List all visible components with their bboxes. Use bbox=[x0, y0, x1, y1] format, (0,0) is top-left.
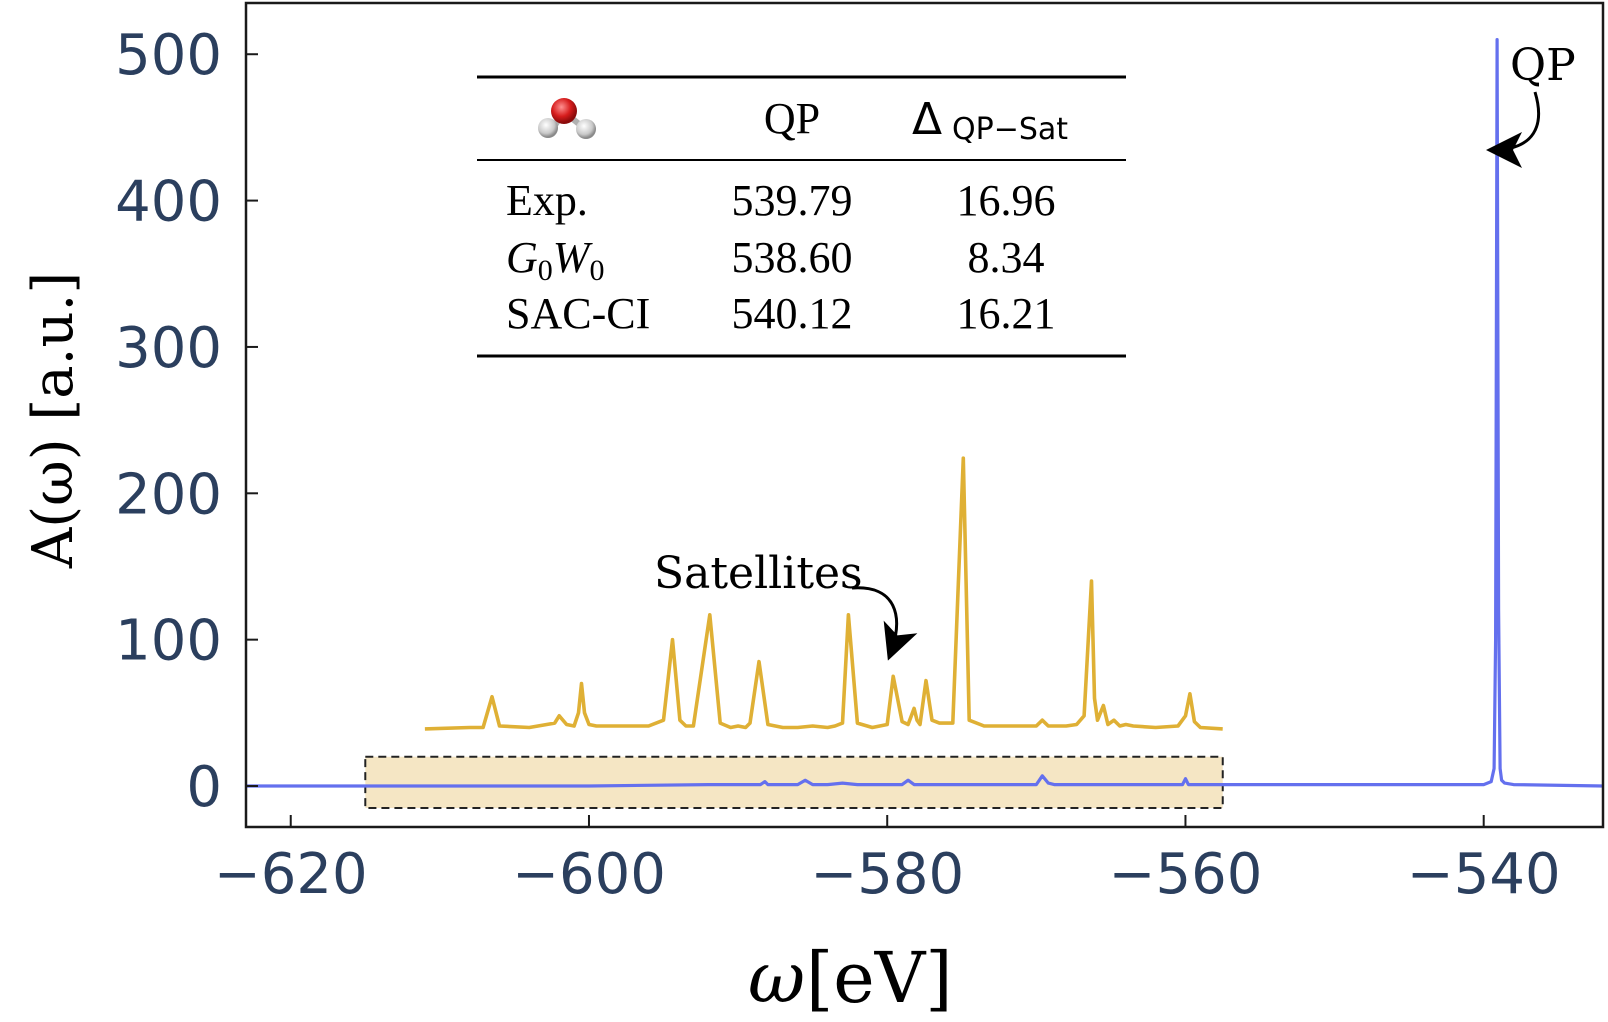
table-header-qp: QP bbox=[764, 94, 820, 143]
y-axis-label: A(ω) [a.u.] bbox=[21, 272, 86, 569]
x-tick-label: −600 bbox=[512, 842, 666, 907]
series-line-1 bbox=[424, 456, 1223, 731]
y-tick-label: 400 bbox=[115, 170, 222, 235]
qp-annotation-label: QP bbox=[1510, 40, 1576, 91]
table-row-method: G0W0 bbox=[506, 233, 604, 287]
x-tick-label: −620 bbox=[214, 842, 368, 907]
method-w: W bbox=[553, 233, 593, 282]
table-row-delta: 16.21 bbox=[957, 289, 1056, 338]
method-g-sub: 0 bbox=[538, 254, 553, 287]
method-w-sub: 0 bbox=[589, 254, 604, 287]
table-row-method: Exp. bbox=[506, 176, 588, 225]
satellites-annotation-arrow bbox=[851, 586, 918, 661]
y-tick-label: 300 bbox=[115, 316, 222, 381]
plot-frame bbox=[244, 1, 1605, 829]
y-tick-label: 100 bbox=[115, 609, 222, 674]
results-table: QP Δ QP−Sat Exp. 539.79 16.96 G0W0 538.6… bbox=[477, 75, 1126, 358]
table-row-qp: 538.60 bbox=[732, 233, 853, 282]
series-line-0 bbox=[246, 37, 1604, 788]
tick-layer: −620 −600 −580 −560 −540 0 100 200 300 400 500 bbox=[115, 23, 1561, 907]
water-molecule-icon bbox=[538, 98, 596, 139]
y-tick-label: 500 bbox=[115, 23, 222, 88]
x-axis-label-unit: [eV] bbox=[806, 937, 953, 1019]
x-tick-label: −560 bbox=[1109, 842, 1263, 907]
x-tick-label: −540 bbox=[1407, 842, 1561, 907]
table-header-delta: Δ bbox=[912, 94, 942, 145]
table-row-qp: 540.12 bbox=[732, 289, 853, 338]
method-g: G bbox=[506, 233, 538, 282]
x-tick-label: −580 bbox=[810, 842, 964, 907]
series-layer bbox=[246, 37, 1604, 788]
table-row-method: SAC-CI bbox=[506, 289, 650, 338]
y-tick-label: 0 bbox=[186, 755, 222, 820]
table-header-delta-subscript: QP−Sat bbox=[952, 112, 1068, 147]
satellites-annotation-label: Satellites bbox=[654, 548, 863, 599]
zoom-region-box bbox=[364, 755, 1224, 809]
table-row-qp: 539.79 bbox=[732, 176, 853, 225]
y-tick-label: 200 bbox=[115, 462, 222, 527]
x-axis-label-symbol: ω bbox=[748, 937, 805, 1019]
table-row-delta: 16.96 bbox=[957, 176, 1056, 225]
qp-annotation-arrow bbox=[1486, 91, 1540, 168]
table-row-delta: 8.34 bbox=[968, 233, 1045, 282]
